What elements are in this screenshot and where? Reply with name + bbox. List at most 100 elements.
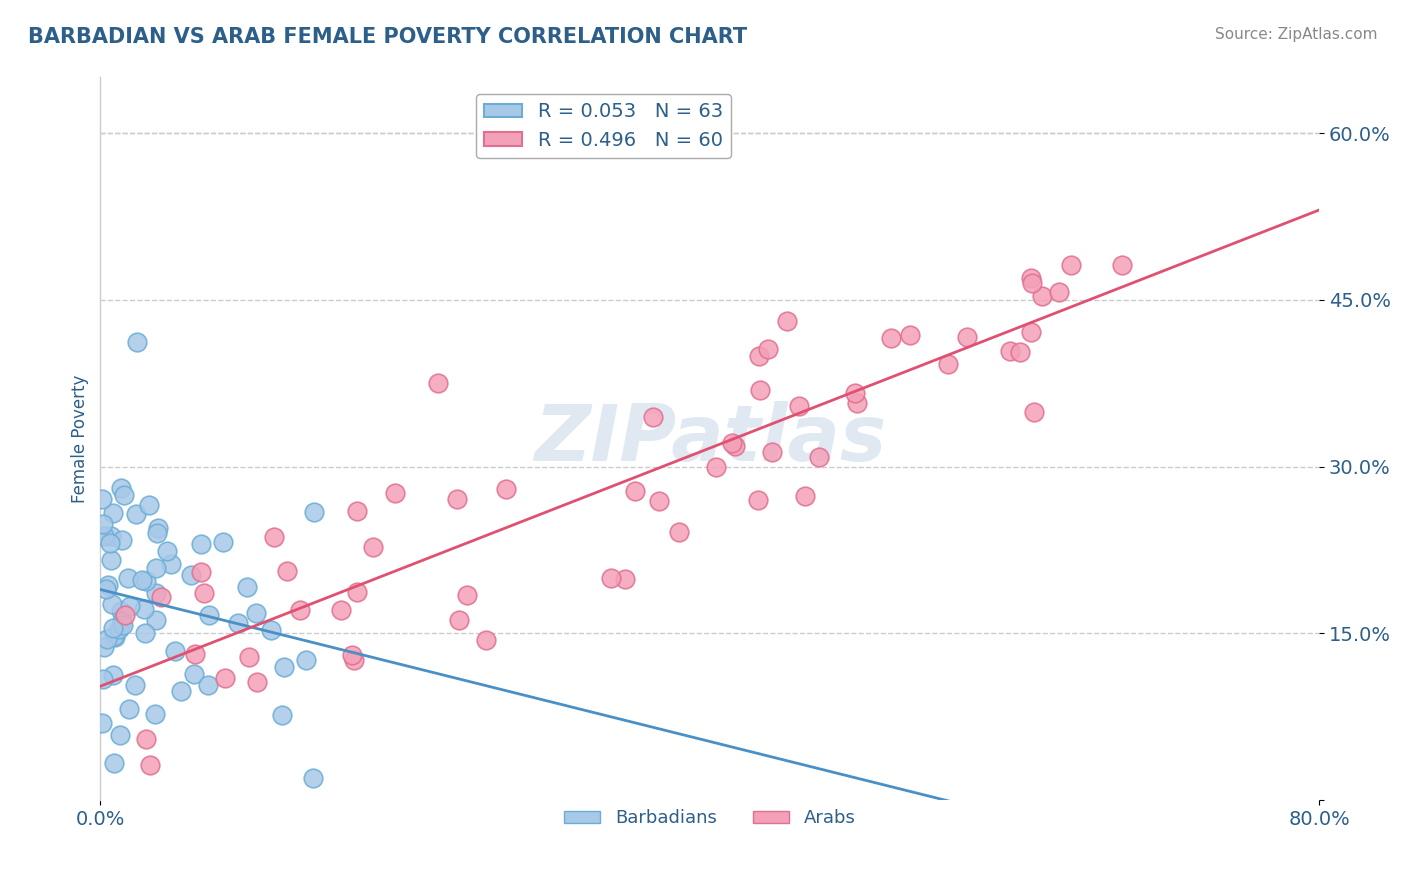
Point (101, 507, 124, 521)
Point (190, 565, 212, 579)
Point (143, 707, 166, 722)
Point (329, 603, 352, 617)
Point (1060, 258, 1083, 272)
Point (107, 622, 129, 636)
Point (276, 565, 298, 579)
Point (495, 482, 517, 496)
Point (845, 396, 868, 410)
Point (101, 668, 124, 682)
Point (776, 314, 799, 328)
Point (446, 491, 468, 506)
Point (648, 494, 671, 508)
Point (125, 507, 148, 521)
Point (724, 439, 747, 453)
Point (145, 561, 167, 575)
Point (898, 328, 921, 343)
Point (98, 536, 121, 550)
Point (193, 586, 215, 600)
Point (641, 409, 664, 424)
Point (245, 606, 267, 620)
Text: Source: ZipAtlas.com: Source: ZipAtlas.com (1215, 27, 1378, 42)
Point (100, 529, 122, 543)
Point (668, 524, 690, 539)
Point (270, 708, 292, 723)
Point (704, 459, 727, 474)
Point (91, 517, 114, 532)
Point (235, 580, 257, 594)
Point (180, 568, 202, 582)
Point (100, 597, 122, 611)
Point (190, 537, 212, 551)
Point (131, 573, 153, 587)
Point (165, 644, 187, 658)
Point (938, 357, 960, 371)
Point (294, 652, 316, 666)
Point (238, 650, 260, 665)
Point (844, 386, 866, 401)
Point (1047, 285, 1070, 299)
Point (103, 756, 125, 770)
Point (111, 615, 134, 629)
Point (342, 648, 364, 662)
Point (124, 678, 146, 692)
Point (114, 607, 136, 622)
Point (120, 599, 142, 613)
Point (1021, 276, 1043, 290)
Point (720, 436, 742, 450)
Point (793, 489, 815, 503)
Point (100, 553, 122, 567)
Point (90, 715, 112, 730)
Point (302, 505, 325, 519)
Point (135, 574, 157, 588)
Point (343, 653, 366, 667)
Point (748, 383, 770, 397)
Point (110, 482, 132, 496)
Point (1019, 271, 1042, 285)
Point (108, 728, 131, 742)
Point (1111, 258, 1133, 272)
Point (475, 632, 498, 647)
Point (600, 571, 623, 585)
Point (111, 533, 134, 547)
Point (139, 757, 162, 772)
Point (426, 376, 449, 391)
Point (146, 521, 169, 535)
Y-axis label: Female Poverty: Female Poverty (72, 375, 89, 503)
Point (112, 617, 135, 632)
Point (169, 683, 191, 698)
Point (761, 445, 783, 459)
Point (91, 672, 114, 686)
Point (212, 535, 235, 549)
Point (118, 702, 141, 716)
Point (214, 671, 236, 685)
Point (748, 350, 770, 364)
Point (756, 343, 779, 357)
Point (226, 616, 249, 631)
Point (134, 625, 156, 640)
Point (94, 582, 117, 596)
Point (273, 660, 295, 674)
Point (97, 578, 120, 592)
Point (807, 450, 830, 464)
Point (104, 630, 127, 644)
Point (263, 530, 285, 544)
Point (302, 771, 325, 785)
Point (91, 491, 114, 506)
Point (880, 331, 903, 345)
Point (96, 632, 118, 646)
Point (747, 493, 769, 508)
Point (117, 571, 139, 585)
Point (1010, 344, 1032, 359)
Point (155, 544, 177, 558)
Point (101, 621, 124, 635)
Point (145, 586, 167, 600)
Point (93, 640, 115, 654)
Point (134, 601, 156, 615)
Point (613, 572, 636, 586)
Point (198, 608, 221, 623)
Point (1000, 343, 1022, 358)
Point (1019, 326, 1042, 340)
Point (145, 613, 167, 627)
Point (346, 585, 368, 599)
Point (103, 629, 125, 643)
